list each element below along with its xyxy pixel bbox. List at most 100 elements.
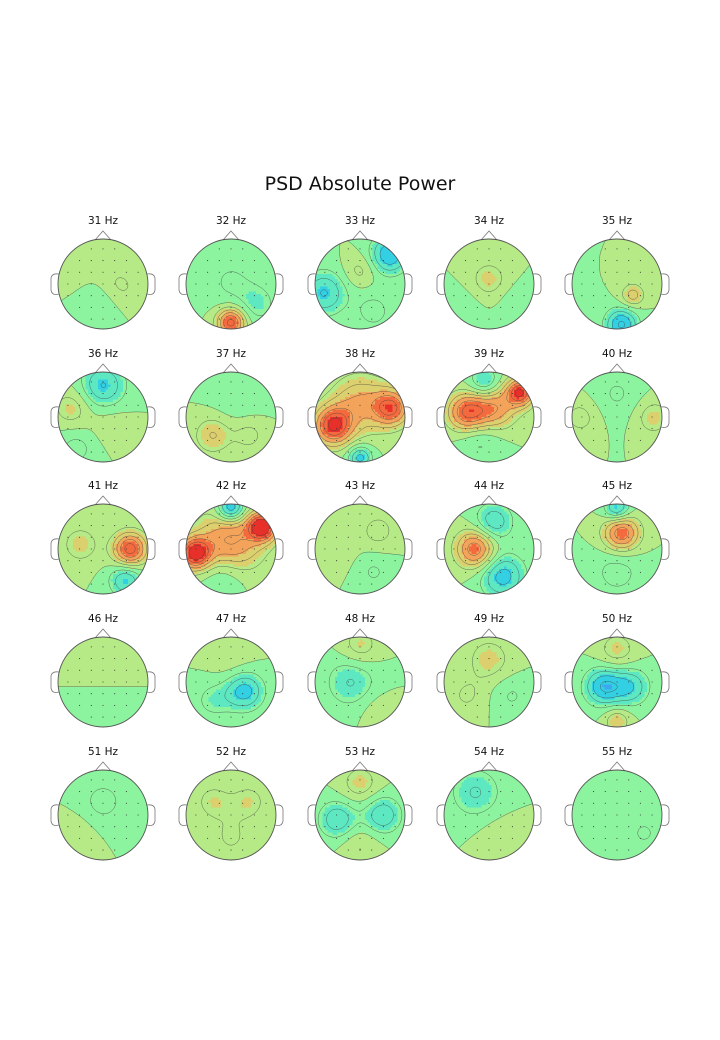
left-ear-outline [178, 273, 188, 295]
right-ear-outline [403, 538, 413, 560]
topomap-label: 41 Hz [88, 480, 119, 492]
nose-outline [608, 363, 626, 374]
right-ear-outline [403, 671, 413, 693]
head-outline [185, 769, 277, 861]
topomap-40hz: 40 Hz [564, 348, 670, 463]
topomap-37hz: 37 Hz [178, 348, 284, 463]
left-ear-outline [436, 273, 446, 295]
topomap-label: 53 Hz [345, 746, 376, 758]
head-outline [314, 238, 406, 330]
topomap-label: 31 Hz [88, 215, 119, 227]
topomap-label: 43 Hz [345, 480, 376, 492]
contour-lines [459, 643, 534, 727]
topomap-label: 34 Hz [474, 215, 505, 227]
contour-lines [637, 826, 651, 840]
topomap-field [444, 239, 534, 329]
topomap-label: 50 Hz [602, 613, 633, 625]
nose-outline [222, 230, 240, 241]
topomap-49hz: 49 Hz [436, 613, 542, 728]
topomap-label: 46 Hz [88, 613, 119, 625]
electrode-markers [67, 779, 139, 851]
topomap-31hz: 31 Hz [50, 215, 156, 330]
topomap-44hz: 44 Hz [436, 480, 542, 595]
right-ear-outline [146, 538, 156, 560]
right-ear-outline [274, 538, 284, 560]
nose-outline [94, 761, 112, 772]
electrode-markers [581, 513, 653, 585]
electrode-markers [324, 513, 396, 585]
figure-title: PSD Absolute Power [265, 173, 456, 195]
topomap-50hz: 50 Hz [564, 613, 670, 728]
head-outline [443, 503, 535, 595]
head-outline [443, 238, 535, 330]
nose-outline [608, 628, 626, 639]
right-ear-outline [146, 406, 156, 428]
head-outline [185, 371, 277, 463]
head-outline [57, 503, 149, 595]
right-ear-outline [146, 804, 156, 826]
right-ear-outline [403, 804, 413, 826]
topomap-label: 55 Hz [602, 746, 633, 758]
head-outline [443, 371, 535, 463]
head-outline [185, 636, 277, 728]
right-ear-outline [532, 538, 542, 560]
right-ear-outline [403, 406, 413, 428]
left-ear-outline [50, 538, 60, 560]
contour-lines [572, 380, 662, 462]
right-ear-outline [532, 273, 542, 295]
nose-outline [222, 495, 240, 506]
nose-outline [608, 761, 626, 772]
head-outline [571, 371, 663, 463]
nose-outline [480, 761, 498, 772]
nose-outline [351, 628, 369, 639]
head-outline [571, 503, 663, 595]
topomap-field [186, 504, 276, 594]
contour-lines [599, 239, 662, 329]
topomap-label: 47 Hz [216, 613, 247, 625]
topomap-51hz: 51 Hz [50, 746, 156, 861]
topomap-label: 45 Hz [602, 480, 633, 492]
head-outline [314, 769, 406, 861]
left-ear-outline [178, 804, 188, 826]
electrode-markers [324, 779, 396, 851]
topomap-48hz: 48 Hz [307, 613, 413, 728]
topomap-label: 33 Hz [345, 215, 376, 227]
electrode-markers [195, 381, 267, 453]
topomap-54hz: 54 Hz [436, 746, 542, 861]
electrode-markers [581, 248, 653, 320]
left-ear-outline [436, 538, 446, 560]
right-ear-outline [660, 273, 670, 295]
electrode-markers [581, 779, 653, 851]
topomap-label: 42 Hz [216, 480, 247, 492]
electrode-markers [67, 248, 139, 320]
contour-lines [58, 788, 118, 860]
topomap-label: 39 Hz [474, 348, 505, 360]
contour-lines [315, 372, 405, 462]
electrode-markers [324, 248, 396, 320]
left-ear-outline [436, 671, 446, 693]
electrode-markers [195, 646, 267, 718]
head-outline [57, 371, 149, 463]
topomap-label: 35 Hz [602, 215, 633, 227]
head-outline [314, 636, 406, 728]
head-outline [314, 371, 406, 463]
contour-lines [66, 526, 148, 594]
electrode-markers [324, 381, 396, 453]
nose-outline [480, 628, 498, 639]
left-ear-outline [307, 273, 317, 295]
nose-outline [608, 495, 626, 506]
electrode-markers [67, 381, 139, 453]
nose-outline [222, 363, 240, 374]
nose-outline [480, 230, 498, 241]
electrode-markers [453, 779, 525, 851]
head-outline [314, 503, 406, 595]
topomap-34hz: 34 Hz [436, 215, 542, 330]
topomap-35hz: 35 Hz [564, 215, 670, 330]
contour-lines [337, 519, 405, 594]
topomap-32hz: 32 Hz [178, 215, 284, 330]
left-ear-outline [564, 538, 574, 560]
left-ear-outline [307, 538, 317, 560]
head-outline [57, 238, 149, 330]
nose-outline [94, 230, 112, 241]
topomap-label: 36 Hz [88, 348, 119, 360]
